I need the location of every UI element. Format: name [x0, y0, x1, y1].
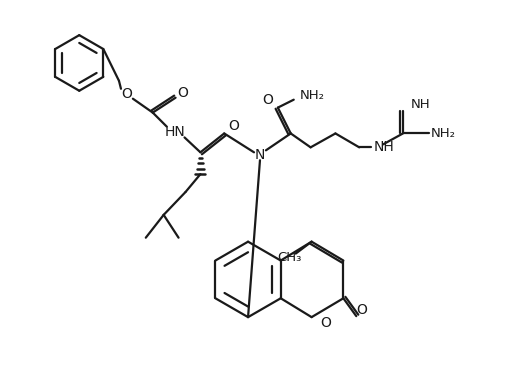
Text: HN: HN: [164, 125, 185, 140]
Text: NH: NH: [373, 140, 394, 154]
Text: NH: NH: [411, 98, 431, 111]
Text: CH₃: CH₃: [278, 251, 302, 264]
Text: O: O: [356, 303, 367, 317]
Text: O: O: [229, 118, 240, 132]
Text: O: O: [320, 316, 331, 330]
Text: O: O: [121, 87, 133, 101]
Text: N: N: [255, 148, 265, 162]
Text: NH₂: NH₂: [300, 89, 325, 102]
Text: NH₂: NH₂: [431, 127, 456, 140]
Text: O: O: [177, 86, 188, 100]
Text: O: O: [263, 93, 273, 107]
